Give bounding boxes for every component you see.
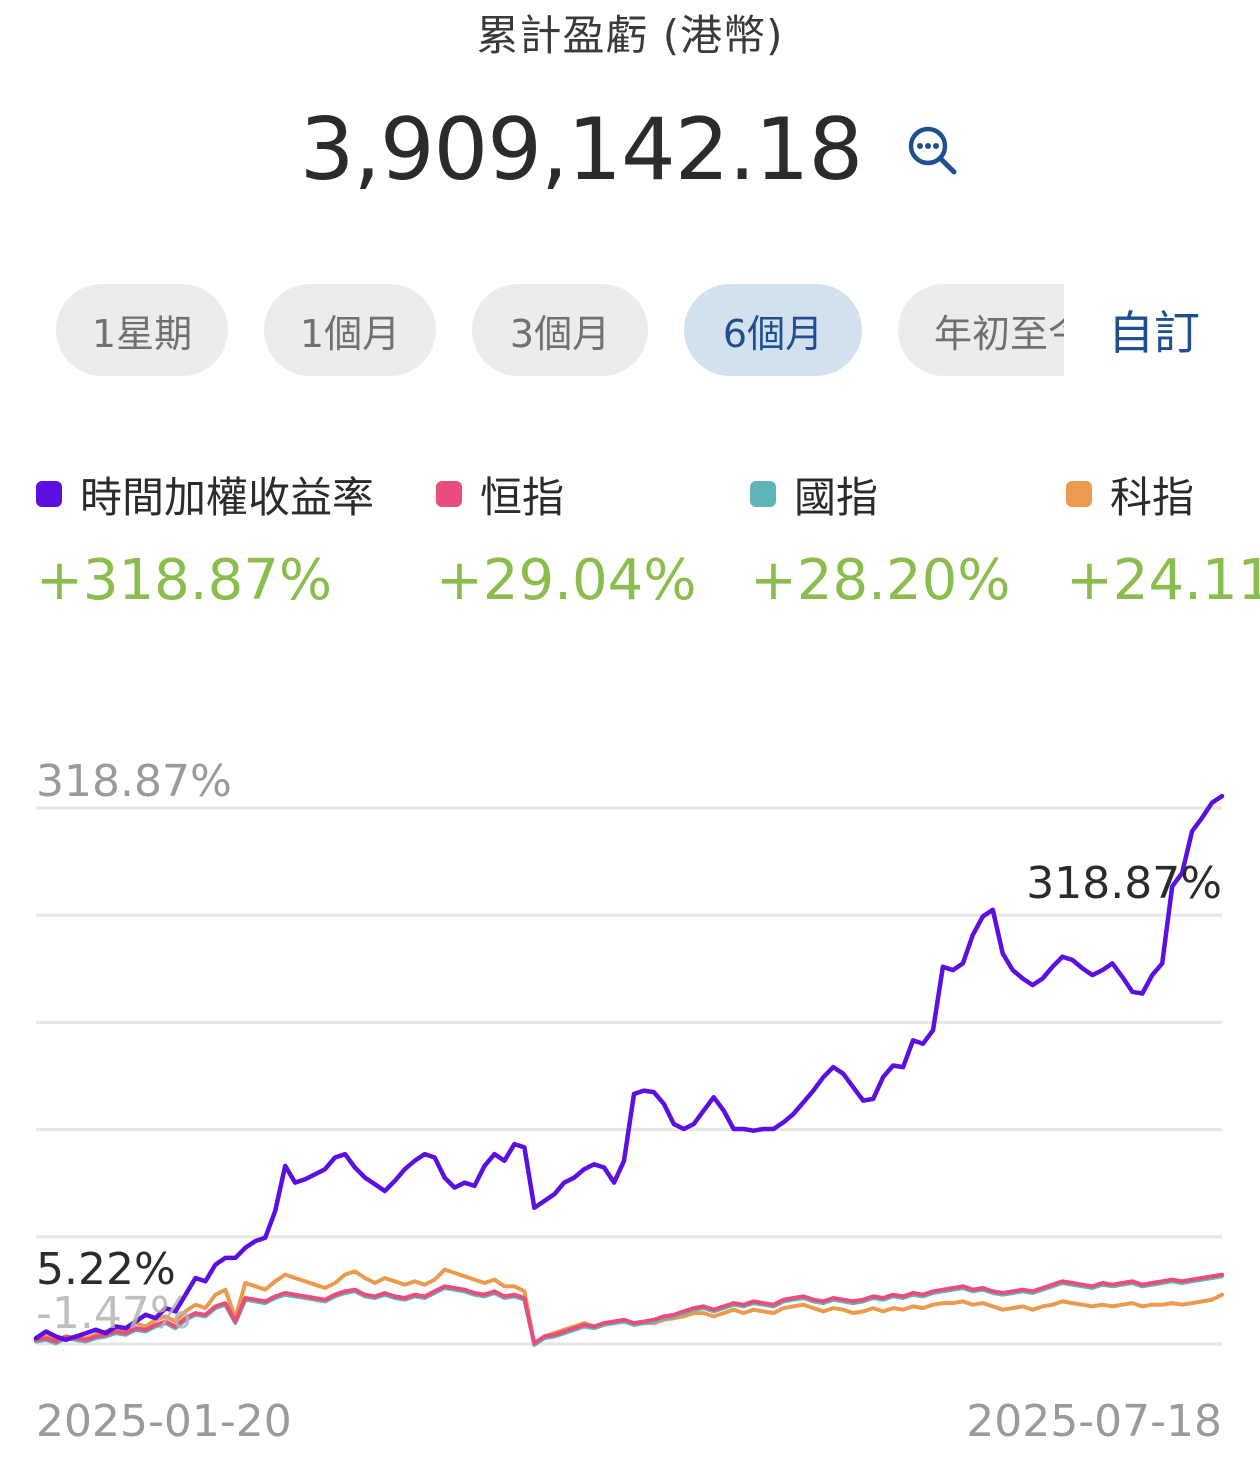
period-tabs: 1星期 1個月 3個月 6個月 年初至今 自訂 bbox=[0, 284, 1260, 376]
legend-item-hstech: 科指 +24.11% bbox=[1066, 466, 1260, 626]
cumulative-pnl-amount: 3,909,142.18 bbox=[299, 100, 863, 200]
tab-ytd[interactable]: 年初至今 bbox=[898, 284, 1064, 376]
y-label-top: 318.87% bbox=[36, 756, 232, 807]
legend-name-twr: 時間加權收益率 bbox=[80, 472, 375, 522]
legend-value-twr: +318.87% bbox=[36, 548, 333, 613]
legend-swatch-hscei bbox=[750, 481, 776, 507]
legend-value-hsi: +29.04% bbox=[436, 548, 697, 613]
legend-value-hscei: +28.20% bbox=[750, 548, 1011, 613]
tab-1-week[interactable]: 1星期 bbox=[56, 284, 228, 376]
chart-grid bbox=[36, 806, 1222, 1346]
end-value-label: 318.87% bbox=[1026, 858, 1222, 909]
tab-1-month[interactable]: 1個月 bbox=[264, 284, 436, 376]
legend-swatch-twr bbox=[36, 481, 62, 507]
tab-custom[interactable]: 自訂 bbox=[1108, 306, 1200, 360]
chart-series bbox=[33, 793, 1225, 1347]
legend-item-hsi: 恒指 +29.04% bbox=[436, 466, 696, 613]
legend-swatch-hstech bbox=[1066, 481, 1092, 507]
y-label-min-value: -1.47% bbox=[36, 1288, 192, 1339]
period-tab-strip: 1星期 1個月 3個月 6個月 年初至今 bbox=[0, 284, 1064, 376]
legend-item-twr: 時間加權收益率 +318.87% bbox=[36, 466, 375, 613]
page-title: 累計盈虧 (港幣) bbox=[476, 11, 784, 60]
legend-item-hscei: 國指 +28.20% bbox=[750, 466, 1010, 613]
x-label-start: 2025-01-20 bbox=[36, 1396, 292, 1447]
legend-name-hstech: 科指 bbox=[1110, 472, 1195, 522]
y-label-start-value: 5.22% bbox=[36, 1244, 176, 1295]
tab-6-months[interactable]: 6個月 bbox=[684, 284, 862, 376]
x-label-end: 2025-07-18 bbox=[966, 1396, 1222, 1447]
legend-name-hsi: 恒指 bbox=[480, 472, 565, 522]
amount-row: 3,909,142.18 bbox=[0, 100, 1260, 200]
series-line-hsi bbox=[34, 1272, 1224, 1346]
tab-3-months[interactable]: 3個月 bbox=[472, 284, 648, 376]
performance-line-chart: 318.87% 5.22% -1.47% 318.87% 2025-01-20 … bbox=[33, 756, 1225, 1447]
legend-name-hscei: 國指 bbox=[794, 472, 879, 522]
series-line-twr bbox=[33, 793, 1225, 1343]
legend-value-hstech: +24.11% bbox=[1066, 548, 1260, 613]
legend-swatch-hsi bbox=[436, 481, 462, 507]
zoom-search-icon[interactable] bbox=[904, 122, 960, 178]
